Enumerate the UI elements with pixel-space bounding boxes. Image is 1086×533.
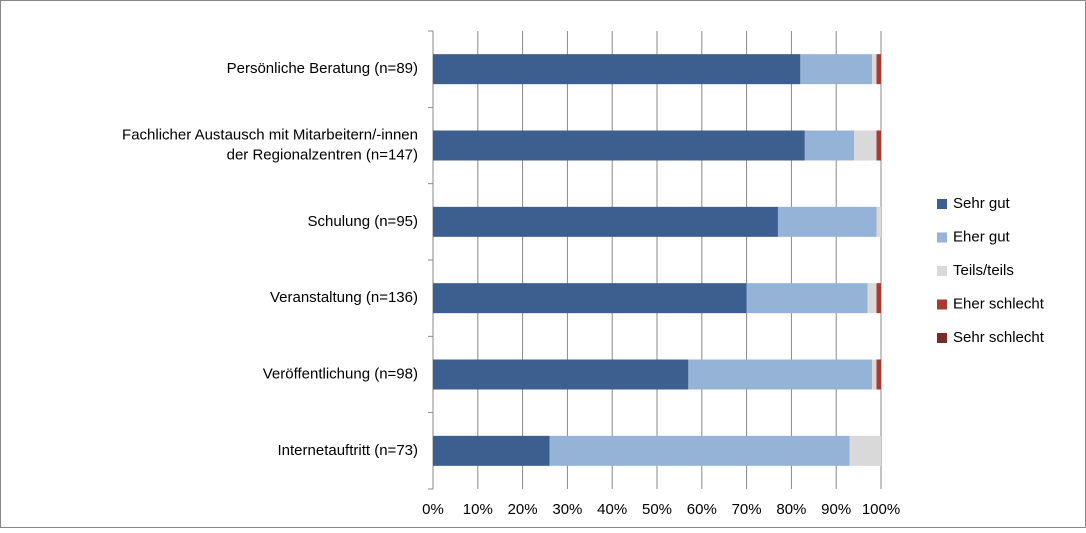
y-tick-label: Internetauftritt (n=73)	[278, 442, 419, 459]
x-tick-label: 50%	[642, 501, 672, 518]
x-tick-label: 90%	[821, 501, 851, 518]
x-tick-label: 20%	[508, 501, 538, 518]
x-tick-label: 80%	[776, 501, 806, 518]
legend-label: Eher gut	[953, 228, 1011, 245]
legend-label: Eher schlecht	[953, 295, 1045, 312]
legend-swatch	[937, 266, 947, 276]
bar-segment	[849, 435, 881, 466]
x-tick-label: 30%	[552, 501, 582, 518]
bar-segment	[688, 359, 873, 390]
bar-segment	[433, 54, 801, 85]
x-tick-label: 70%	[732, 501, 762, 518]
bar-segment	[876, 206, 881, 237]
bar-segment	[854, 130, 877, 161]
y-tick-label: Schulung (n=95)	[308, 213, 419, 230]
bar-segment	[777, 206, 877, 237]
bar-segment	[433, 130, 805, 161]
bar-segment	[746, 283, 868, 314]
bar-segment	[876, 54, 881, 85]
y-tick-label: Fachlicher Austausch mit Mitarbeitern/-i…	[122, 126, 418, 163]
bar-segment	[800, 54, 873, 85]
bar-segment	[433, 206, 778, 237]
x-tick-label: 10%	[463, 501, 493, 518]
x-tick-label: 40%	[597, 501, 627, 518]
bar-segment	[549, 435, 850, 466]
y-tick-label: Persönliche Beratung (n=89)	[227, 60, 418, 77]
bar-segment	[433, 283, 747, 314]
bar-segment	[867, 283, 877, 314]
y-tick-label: Veranstaltung (n=136)	[270, 289, 418, 306]
x-tick-label: 60%	[687, 501, 717, 518]
bar-segment	[804, 130, 855, 161]
y-tick-label-line: Fachlicher Austausch mit Mitarbeitern/-i…	[122, 126, 418, 143]
bar-segment	[876, 283, 881, 314]
legend-swatch	[937, 199, 947, 209]
legend-swatch	[937, 299, 947, 310]
y-tick-label-line: der Regionalzentren (n=147)	[227, 146, 418, 163]
bar-segment	[433, 359, 689, 390]
legend-swatch	[937, 232, 947, 243]
legend-swatch	[937, 333, 947, 343]
x-tick-label: 100%	[862, 501, 900, 518]
legend-label: Sehr gut	[953, 195, 1011, 212]
legend-label: Sehr schlecht	[953, 329, 1045, 346]
bar-segment	[872, 359, 877, 390]
legend-label: Teils/teils	[953, 262, 1014, 279]
y-tick-label: Veröffentlichung (n=98)	[263, 365, 418, 382]
bar-segment	[876, 359, 881, 390]
bar-segment	[433, 435, 550, 466]
x-tick-label: 0%	[422, 501, 444, 518]
bar-segment	[876, 130, 881, 161]
bar-segment	[872, 54, 877, 85]
